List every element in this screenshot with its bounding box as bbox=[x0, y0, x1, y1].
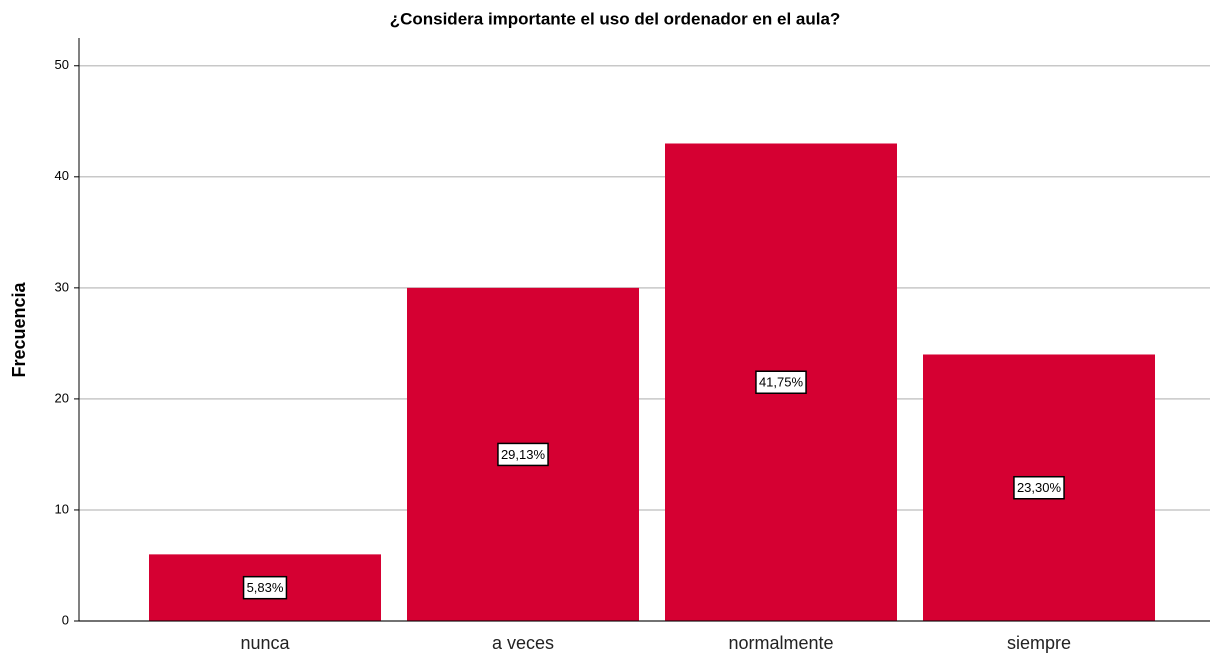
x-tick-label: siempre bbox=[1007, 633, 1071, 653]
data-label: 29,13% bbox=[501, 447, 546, 462]
y-axis-label: Frecuencia bbox=[9, 281, 29, 377]
y-tick-label: 10 bbox=[55, 501, 69, 516]
data-label-box bbox=[755, 370, 807, 394]
data-label-box bbox=[497, 442, 549, 467]
x-tick-label: normalmente bbox=[728, 633, 833, 653]
data-label-box bbox=[242, 575, 288, 600]
y-tick-label: 0 bbox=[62, 612, 69, 627]
data-label-box bbox=[1013, 475, 1065, 500]
chart-title: ¿Considera importante el uso del ordenad… bbox=[390, 9, 841, 28]
data-label: 23,30% bbox=[1017, 480, 1062, 495]
y-tick-label: 20 bbox=[55, 390, 69, 405]
data-label: 41,75% bbox=[759, 375, 804, 390]
x-tick-label: nunca bbox=[240, 633, 290, 653]
y-tick-label: 50 bbox=[55, 57, 69, 72]
x-tick-label: a veces bbox=[492, 633, 554, 653]
y-tick-label: 40 bbox=[55, 168, 69, 183]
y-tick-label: 30 bbox=[55, 279, 69, 294]
data-label: 5,83% bbox=[247, 580, 284, 595]
